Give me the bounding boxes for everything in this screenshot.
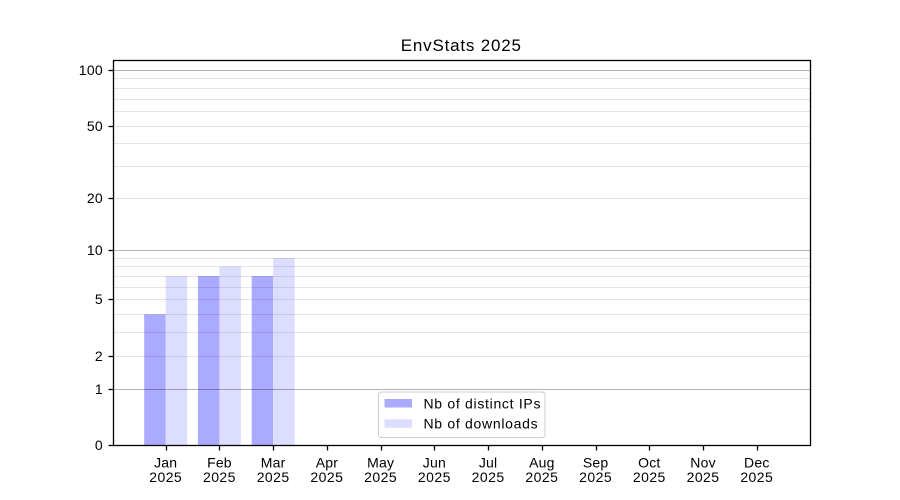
svg-text:100: 100 xyxy=(79,62,103,78)
svg-text:2025: 2025 xyxy=(525,469,558,485)
svg-text:EnvStats 2025: EnvStats 2025 xyxy=(401,36,522,55)
svg-text:2025: 2025 xyxy=(203,469,236,485)
svg-text:5: 5 xyxy=(95,291,103,307)
svg-text:2025: 2025 xyxy=(149,469,182,485)
svg-text:Aug: Aug xyxy=(529,455,555,471)
svg-text:2025: 2025 xyxy=(633,469,666,485)
svg-text:Apr: Apr xyxy=(316,455,339,471)
svg-text:Nb of downloads: Nb of downloads xyxy=(424,416,539,432)
svg-text:Feb: Feb xyxy=(207,455,232,471)
svg-text:Mar: Mar xyxy=(261,455,286,471)
svg-text:Jun: Jun xyxy=(423,455,446,471)
svg-text:2025: 2025 xyxy=(257,469,290,485)
svg-text:Sep: Sep xyxy=(583,455,609,471)
svg-text:2025: 2025 xyxy=(687,469,720,485)
svg-text:1: 1 xyxy=(95,381,103,397)
svg-text:Jan: Jan xyxy=(154,455,177,471)
svg-text:Jul: Jul xyxy=(479,455,498,471)
svg-text:2025: 2025 xyxy=(579,469,612,485)
svg-text:50: 50 xyxy=(87,118,103,134)
svg-text:2025: 2025 xyxy=(364,469,397,485)
svg-text:20: 20 xyxy=(87,190,103,206)
svg-text:0: 0 xyxy=(95,437,103,453)
svg-text:2025: 2025 xyxy=(740,469,773,485)
svg-text:2025: 2025 xyxy=(418,469,451,485)
svg-text:2: 2 xyxy=(95,348,103,364)
svg-text:Nb of distinct IPs: Nb of distinct IPs xyxy=(424,395,542,411)
svg-text:Nov: Nov xyxy=(690,455,716,471)
svg-text:2025: 2025 xyxy=(310,469,343,485)
svg-text:10: 10 xyxy=(87,242,103,258)
svg-text:May: May xyxy=(367,455,394,471)
svg-text:Oct: Oct xyxy=(638,455,660,471)
svg-text:2025: 2025 xyxy=(472,469,505,485)
svg-text:Dec: Dec xyxy=(744,455,770,471)
